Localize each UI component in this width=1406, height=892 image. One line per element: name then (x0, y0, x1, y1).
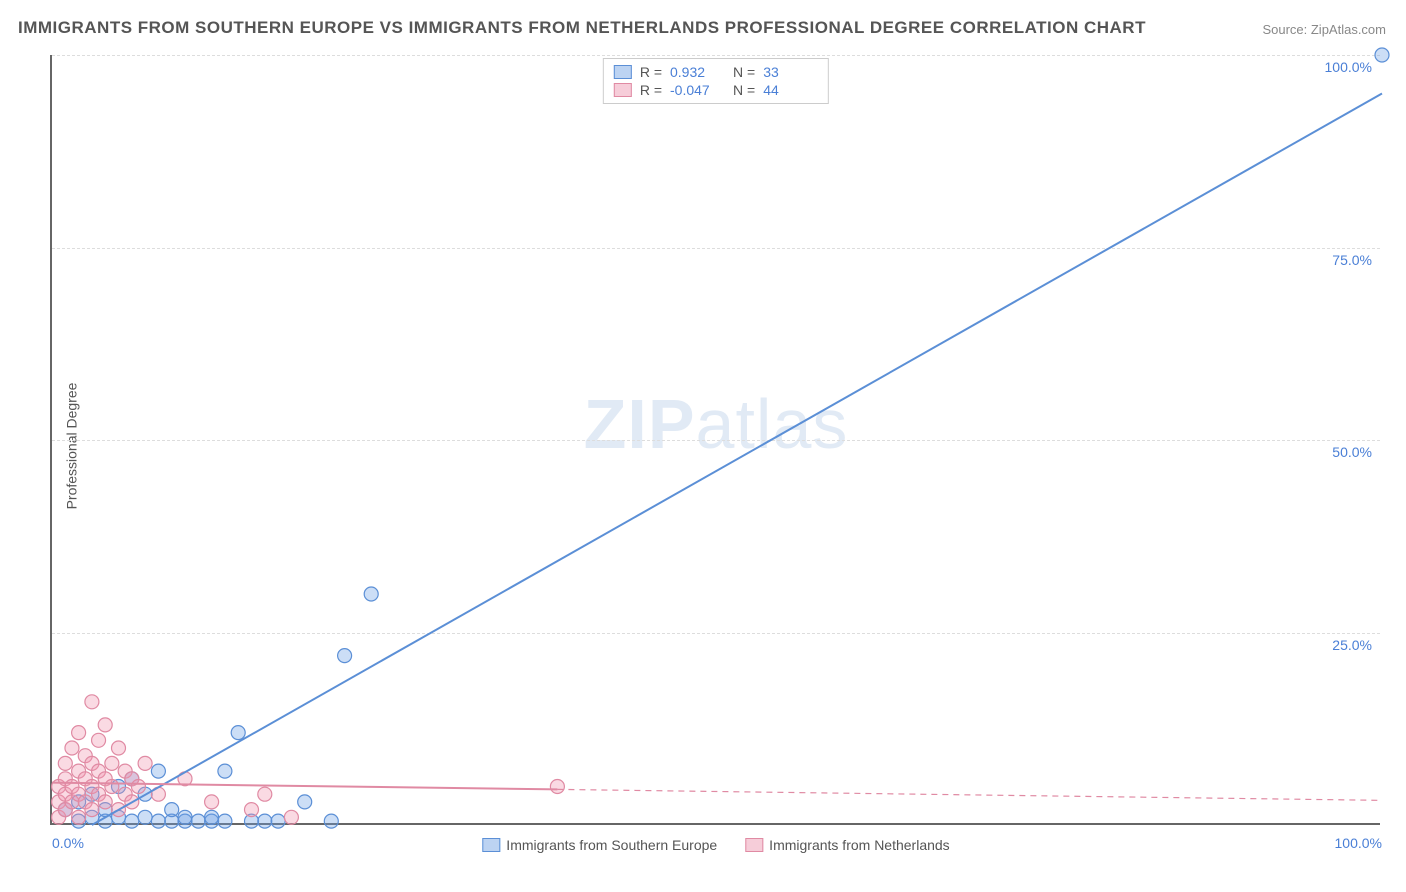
x-tick-label: 0.0% (52, 835, 84, 851)
data-point (85, 803, 99, 817)
data-point (191, 814, 205, 828)
data-point (205, 795, 219, 809)
legend-swatch-pink (745, 838, 763, 852)
legend-stats-row-1: R = 0.932 N = 33 (614, 63, 818, 81)
legend-n-label: N = (733, 82, 755, 98)
legend-item-netherlands: Immigrants from Netherlands (745, 837, 950, 853)
legend-n-value-1: 33 (763, 64, 818, 80)
data-point (550, 780, 564, 794)
data-point (65, 741, 79, 755)
data-point (105, 780, 119, 794)
data-point (112, 741, 126, 755)
data-point (258, 814, 272, 828)
legend-swatch-blue (614, 65, 632, 79)
y-tick-label: 100.0% (1325, 59, 1372, 75)
legend-swatch-pink (614, 83, 632, 97)
y-tick-label: 50.0% (1332, 444, 1372, 460)
legend-label-netherlands: Immigrants from Netherlands (769, 837, 950, 853)
data-point (131, 780, 145, 794)
regression-line (92, 94, 1382, 826)
data-point (1375, 48, 1389, 62)
data-point (298, 795, 312, 809)
source-prefix: Source: (1262, 22, 1310, 37)
plot-area: ZIPatlas R = 0.932 N = 33 R = -0.047 N =… (50, 55, 1380, 825)
source-attribution: Source: ZipAtlas.com (1262, 22, 1386, 37)
data-point (165, 803, 179, 817)
data-point (271, 814, 285, 828)
legend-swatch-blue (482, 838, 500, 852)
data-point (151, 764, 165, 778)
data-point (105, 756, 119, 770)
legend-n-value-2: 44 (763, 82, 818, 98)
legend-item-southern-europe: Immigrants from Southern Europe (482, 837, 717, 853)
data-point (151, 814, 165, 828)
data-point (58, 756, 72, 770)
y-tick-label: 25.0% (1332, 637, 1372, 653)
legend-stats-row-2: R = -0.047 N = 44 (614, 81, 818, 99)
data-point (138, 810, 152, 824)
legend-bottom: Immigrants from Southern Europe Immigran… (482, 837, 949, 853)
legend-n-label: N = (733, 64, 755, 80)
data-point (92, 733, 106, 747)
data-point (245, 803, 259, 817)
data-point (85, 695, 99, 709)
legend-r-value-1: 0.932 (670, 64, 725, 80)
data-point (138, 756, 152, 770)
chart-canvas (52, 55, 1380, 823)
data-point (324, 814, 338, 828)
legend-label-southern-europe: Immigrants from Southern Europe (506, 837, 717, 853)
data-point (178, 810, 192, 824)
legend-r-value-2: -0.047 (670, 82, 725, 98)
source-name: ZipAtlas.com (1311, 22, 1386, 37)
data-point (125, 814, 139, 828)
data-point (205, 810, 219, 824)
legend-r-label: R = (640, 82, 662, 98)
data-point (98, 795, 112, 809)
data-point (72, 810, 86, 824)
data-point (258, 787, 272, 801)
data-point (338, 649, 352, 663)
legend-stats-box: R = 0.932 N = 33 R = -0.047 N = 44 (603, 58, 829, 104)
data-point (284, 810, 298, 824)
x-tick-label: 100.0% (1335, 835, 1382, 851)
regression-line-extrapolated (557, 789, 1382, 800)
data-point (98, 718, 112, 732)
data-point (364, 587, 378, 601)
data-point (231, 726, 245, 740)
data-point (218, 814, 232, 828)
y-tick-label: 75.0% (1332, 252, 1372, 268)
legend-r-label: R = (640, 64, 662, 80)
data-point (218, 764, 232, 778)
data-point (72, 726, 86, 740)
chart-title: IMMIGRANTS FROM SOUTHERN EUROPE VS IMMIG… (18, 18, 1146, 38)
